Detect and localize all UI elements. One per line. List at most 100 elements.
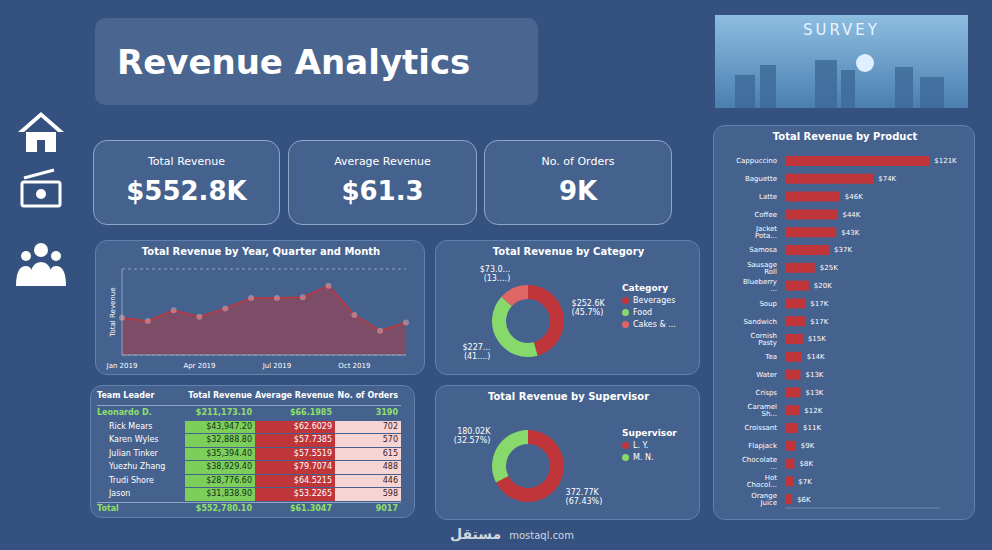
svg-text:$121K: $121K <box>934 157 957 165</box>
svg-text:Coffee: Coffee <box>754 211 777 219</box>
svg-text:$46K: $46K <box>845 193 863 201</box>
html-text:9K: 9K <box>558 176 598 206</box>
html-text:مستقل: مستقل <box>450 526 502 542</box>
svg-text:Latte: Latte <box>759 193 777 201</box>
svg-text:$44K: $44K <box>842 211 860 219</box>
html-text:$57.5519: $57.5519 <box>293 448 332 458</box>
html-text:No. of Orders: No. of Orders <box>541 155 615 168</box>
html-text:$66.1985: $66.1985 <box>290 408 332 417</box>
svg-text:Blueberry...: Blueberry... <box>743 278 777 293</box>
svg-text:$14K: $14K <box>807 353 825 361</box>
svg-text:Oct 2019: Oct 2019 <box>338 362 370 370</box>
html-text:$211,173.10: $211,173.10 <box>195 408 252 417</box>
html-text:Cakes & ...: Cakes & ... <box>633 320 676 329</box>
html-text:Total Revenue by Supervisor: Total Revenue by Supervisor <box>487 391 650 402</box>
svg-text:Jan 2019: Jan 2019 <box>106 362 138 370</box>
svg-text:$12K: $12K <box>804 407 822 415</box>
html-text:Total Revenue Average Revenue: Total Revenue Average Revenue No. of Ord… <box>188 391 398 400</box>
svg-text:Flapjack: Flapjack <box>748 442 778 450</box>
svg-text:JacketPota...: JacketPota... <box>755 225 777 240</box>
html-text:$552,780.10: $552,780.10 <box>195 503 252 513</box>
html-text:Total Revenue by Year, Quarter: Total Revenue by Year, Quarter and Month <box>141 246 381 257</box>
svg-text:372.77K(67.43%): 372.77K(67.43%) <box>566 488 603 506</box>
html-text:Revenue Analytics: Revenue Analytics <box>117 41 471 82</box>
html-text:$61.3: $61.3 <box>341 176 424 206</box>
html-text:446: 446 <box>382 475 398 485</box>
html-text:$64.5215: $64.5215 <box>293 475 332 485</box>
html-text:Average Revenue: Average Revenue <box>334 155 431 168</box>
html-text:$79.7074: $79.7074 <box>293 462 332 471</box>
svg-text:$74K: $74K <box>878 175 896 183</box>
svg-text:$7K: $7K <box>798 478 812 486</box>
svg-text:$17K: $17K <box>810 318 828 326</box>
html-text:Total: Total <box>97 503 119 513</box>
html-text:mostaql.com: mostaql.com <box>509 530 574 541</box>
svg-text:Cappuccino: Cappuccino <box>736 157 777 165</box>
svg-text:SausageRoll: SausageRoll <box>747 261 777 276</box>
svg-text:OrangeJuice: OrangeJuice <box>751 492 777 507</box>
html-text:Trudi Shore: Trudi Shore <box>109 475 154 485</box>
svg-text:Soup: Soup <box>759 300 777 308</box>
html-text:$28,776.60: $28,776.60 <box>206 475 252 485</box>
svg-text:Jul 2019: Jul 2019 <box>262 362 292 370</box>
html-text:3190: 3190 <box>375 408 398 417</box>
svg-text:$20K: $20K <box>814 282 832 290</box>
svg-text:Crisps: Crisps <box>756 389 778 397</box>
html-text:Food: Food <box>633 308 653 317</box>
svg-text:$73.0...(13....): $73.0...(13....) <box>480 265 511 283</box>
html-text:$32,888.80: $32,888.80 <box>206 435 252 444</box>
svg-text:$227...(41....): $227...(41....) <box>462 343 490 361</box>
html-text:570: 570 <box>382 435 398 444</box>
html-text:615: 615 <box>382 448 398 458</box>
html-text:Category: Category <box>622 283 668 293</box>
html-text:Karen Wyles: Karen Wyles <box>109 435 159 444</box>
html-text:Supervisor: Supervisor <box>622 428 677 438</box>
svg-text:$6K: $6K <box>797 496 811 504</box>
svg-text:180.02K(32.57%): 180.02K(32.57%) <box>454 427 491 445</box>
html-text:$61.3047: $61.3047 <box>290 503 332 513</box>
html-text:$62.6029: $62.6029 <box>293 421 332 431</box>
svg-text:$25K: $25K <box>820 264 838 272</box>
svg-text:HotChocol...: HotChocol... <box>747 474 778 489</box>
svg-text:$15K: $15K <box>808 335 826 343</box>
html-text:Yuezhu Zhang: Yuezhu Zhang <box>109 462 166 471</box>
svg-text:$37K: $37K <box>834 246 852 254</box>
svg-text:$9K: $9K <box>801 442 815 450</box>
html-text:$552.8K: $552.8K <box>126 176 247 206</box>
svg-text:Chocolate...: Chocolate... <box>742 456 777 471</box>
svg-text:$13K: $13K <box>806 371 824 379</box>
html-text:L. Y.: L. Y. <box>633 441 649 450</box>
html-text:$38,929.40: $38,929.40 <box>206 462 252 471</box>
html-text:9017: 9017 <box>375 503 398 513</box>
svg-text:CaramelSh...: CaramelSh... <box>748 403 777 418</box>
html-text:Total Revenue by Category: Total Revenue by Category <box>492 246 645 257</box>
svg-text:Water: Water <box>756 371 777 379</box>
svg-text:Croissant: Croissant <box>744 424 777 432</box>
html-text:Total Revenue: Total Revenue <box>148 155 225 168</box>
svg-text:Baguette: Baguette <box>745 175 777 183</box>
html-text:Team Leader: Team Leader <box>97 391 155 400</box>
svg-text:Sandwich: Sandwich <box>743 318 777 326</box>
svg-text:Tea: Tea <box>764 353 777 361</box>
svg-text:$8K: $8K <box>800 460 814 468</box>
html-text:M. N.: M. N. <box>633 453 654 462</box>
svg-text:Total Revenue: Total Revenue <box>109 287 117 337</box>
html-text:Julian Tinker: Julian Tinker <box>109 448 158 458</box>
svg-text:$43K: $43K <box>841 229 859 237</box>
svg-text:$17K: $17K <box>810 300 828 308</box>
svg-text:$13K: $13K <box>806 389 824 397</box>
html-text:$43,947.20: $43,947.20 <box>206 421 252 431</box>
html-text:Beverages: Beverages <box>633 296 676 305</box>
svg-text:$11K: $11K <box>803 424 821 432</box>
html-text:Leonardo D.: Leonardo D. <box>97 408 152 417</box>
html-text:702: 702 <box>382 421 398 431</box>
html-text:Total Revenue by Product: Total Revenue by Product <box>772 131 918 142</box>
svg-text:Apr 2019: Apr 2019 <box>183 362 215 370</box>
svg-text:$252.6K(45.7%): $252.6K(45.7%) <box>572 299 606 317</box>
svg-text:Samosa: Samosa <box>749 246 777 254</box>
html-text:SURVEY: SURVEY <box>803 21 880 39</box>
svg-text:CornishPasty: CornishPasty <box>751 332 777 347</box>
html-text:Rick Mears: Rick Mears <box>109 421 153 431</box>
html-text:$57.7385: $57.7385 <box>293 435 332 444</box>
html-text:$35,394.40: $35,394.40 <box>206 448 252 458</box>
